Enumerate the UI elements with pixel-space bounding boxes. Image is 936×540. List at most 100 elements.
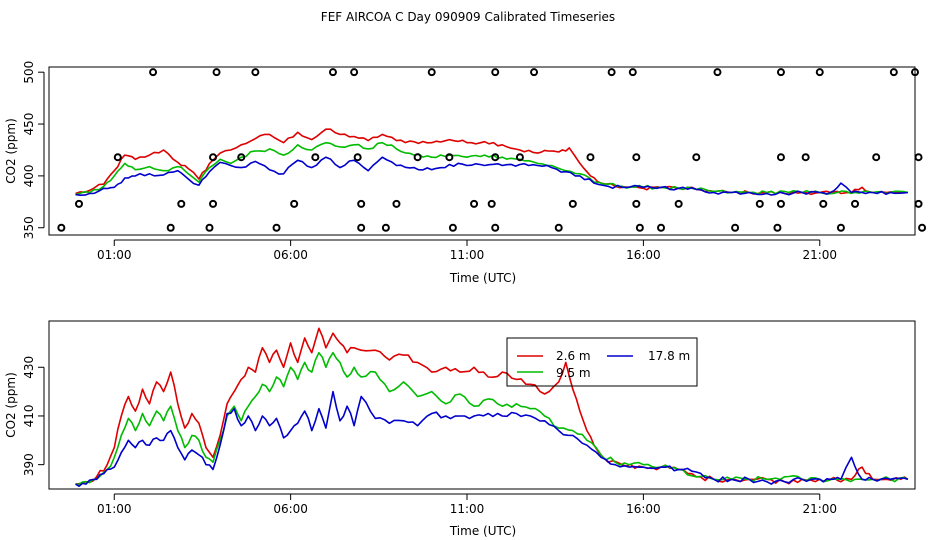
series-17-8m <box>75 156 908 196</box>
flag-point <box>530 68 539 77</box>
flag-point <box>413 153 422 162</box>
flag-point <box>353 153 362 162</box>
series-17-8m <box>75 390 909 487</box>
top-axes: 01:00 06:00 11:00 16:00 21:00 350 400 450 500 <box>22 61 837 262</box>
flag-point <box>554 223 563 232</box>
flag-point <box>914 199 923 208</box>
flag-point <box>427 68 436 77</box>
flag-point <box>177 199 186 208</box>
top-x-axis-label: Time (UTC) <box>449 271 516 285</box>
flag-point <box>205 223 214 232</box>
flag-point <box>113 153 122 162</box>
top-panel: 01:00 06:00 11:00 16:00 21:00 350 400 450 500 Ti… <box>4 61 927 285</box>
series-2-6m <box>75 327 909 485</box>
flag-point <box>272 223 281 232</box>
flag-point <box>350 68 359 77</box>
flag-point <box>209 153 218 162</box>
y-tick-label: 350 <box>22 216 36 239</box>
flag-point <box>166 223 175 232</box>
x-tick-label: 01:00 <box>97 248 132 262</box>
flag-point <box>836 223 845 232</box>
bottom-y-axis-label: CO2 (ppm) <box>4 372 18 438</box>
flag-point <box>776 68 785 77</box>
chart-title: FEF AIRCOA C Day 090909 Calibrated Times… <box>320 10 616 24</box>
flag-point <box>209 199 218 208</box>
y-tick-label: 400 <box>22 164 36 187</box>
flag-point <box>851 199 860 208</box>
flag-point <box>470 199 479 208</box>
flag-point <box>311 153 320 162</box>
flag-point <box>392 199 401 208</box>
flag-point <box>773 223 782 232</box>
flag-point <box>357 223 366 232</box>
y-tick-label: 390 <box>22 453 36 476</box>
series-9-5m <box>75 141 909 196</box>
flag-point <box>74 199 83 208</box>
flag-point <box>731 223 740 232</box>
flag-point <box>290 199 299 208</box>
y-tick-label: 410 <box>22 405 36 428</box>
flag-point <box>568 199 577 208</box>
x-tick-label: 06:00 <box>273 248 308 262</box>
flag-point <box>328 68 337 77</box>
flag-point <box>57 223 66 232</box>
flag-point <box>914 153 923 162</box>
x-tick-label: 11:00 <box>450 502 485 516</box>
flag-point <box>357 199 366 208</box>
flag-point <box>212 68 221 77</box>
legend-label-17-8m: 17.8 m <box>648 349 690 363</box>
flag-point <box>657 223 666 232</box>
flag-point <box>448 223 457 232</box>
x-tick-label: 16:00 <box>626 248 661 262</box>
flag-point <box>491 223 500 232</box>
flag-point <box>911 68 919 77</box>
legend-label-2-6m: 2.6 m <box>556 349 591 363</box>
bottom-panel: 01:00 06:00 11:00 16:00 21:00 390 410 430 Time … <box>4 320 916 538</box>
bottom-x-axis-label: Time (UTC) <box>449 524 516 538</box>
x-tick-label: 11:00 <box>450 248 485 262</box>
flag-point <box>251 68 260 77</box>
flag-point <box>872 153 881 162</box>
flag-point <box>237 153 246 162</box>
flag-point <box>445 153 454 162</box>
flag-point <box>635 223 644 232</box>
flag-point <box>918 223 927 232</box>
flag-point <box>819 199 828 208</box>
flag-point <box>755 199 764 208</box>
flag-point <box>586 153 595 162</box>
flag-point <box>487 199 496 208</box>
legend-label-9-5m: 9.5 m <box>556 366 591 380</box>
flag-point <box>674 199 683 208</box>
flag-point <box>607 68 616 77</box>
top-flag-points <box>57 68 927 232</box>
flag-point <box>889 68 898 77</box>
top-plot-frame <box>48 66 916 236</box>
flag-point <box>381 223 390 232</box>
x-tick-label: 06:00 <box>273 502 308 516</box>
flag-point <box>692 153 701 162</box>
flag-point <box>628 68 637 77</box>
flag-point <box>491 68 500 77</box>
series-2-6m <box>75 128 908 196</box>
top-y-axis-label: CO2 (ppm) <box>4 118 18 184</box>
flag-point <box>801 153 810 162</box>
flag-point <box>515 153 524 162</box>
bottom-plot-frame <box>48 320 916 490</box>
flag-point <box>776 153 785 162</box>
legend: 2.6 m 17.8 m 9.5 m <box>506 337 698 387</box>
bottom-axes: 01:00 06:00 11:00 16:00 21:00 390 410 430 <box>22 356 837 516</box>
top-series <box>75 128 909 196</box>
x-tick-label: 21:00 <box>802 502 837 516</box>
flag-point <box>632 153 641 162</box>
flag-point <box>491 153 500 162</box>
x-tick-label: 21:00 <box>802 248 837 262</box>
flag-point <box>149 68 158 77</box>
flag-point <box>713 68 722 77</box>
flag-point <box>776 199 785 208</box>
x-tick-label: 01:00 <box>97 502 132 516</box>
legend-box <box>506 337 698 387</box>
y-tick-label: 430 <box>22 356 36 379</box>
flag-point <box>632 199 641 208</box>
y-tick-label: 500 <box>22 61 36 84</box>
